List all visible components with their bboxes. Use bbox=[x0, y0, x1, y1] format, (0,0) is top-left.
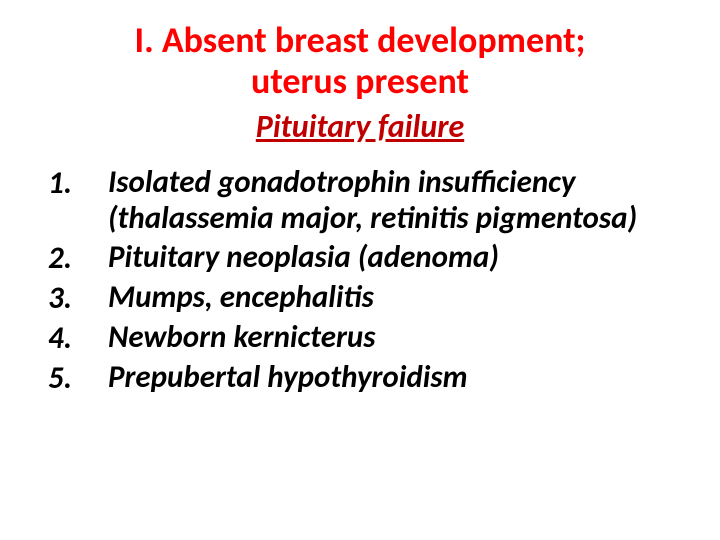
list-text: Mumps, encephalitis bbox=[108, 279, 690, 316]
title-line-1: I. Absent breast development; bbox=[135, 18, 586, 62]
list-number: 4. bbox=[48, 319, 108, 357]
list-text: Pituitary neoplasia (adenoma) bbox=[108, 239, 690, 276]
list-number: 1. bbox=[48, 164, 108, 202]
list-item: 1. Isolated gonadotrophin insufficiency … bbox=[48, 164, 690, 237]
slide-title: I. Absent breast development; uterus pre… bbox=[30, 20, 690, 103]
list-item: 4. Newborn kernicterus bbox=[48, 319, 690, 357]
list-number: 5. bbox=[48, 359, 108, 397]
list-number: 2. bbox=[48, 239, 108, 277]
list-item: 3. Mumps, encephalitis bbox=[48, 279, 690, 317]
list-text: Prepubertal hypothyroidism bbox=[108, 359, 690, 396]
slide-subtitle: Pituitary failure bbox=[30, 107, 690, 146]
list-text: Newborn kernicterus bbox=[108, 319, 690, 356]
list-item: 2. Pituitary neoplasia (adenoma) bbox=[48, 239, 690, 277]
list-number: 3. bbox=[48, 279, 108, 317]
list-text: Isolated gonadotrophin insufficiency (th… bbox=[108, 164, 690, 237]
list-item: 5. Prepubertal hypothyroidism bbox=[48, 359, 690, 397]
numbered-list: 1. Isolated gonadotrophin insufficiency … bbox=[30, 164, 690, 397]
title-line-2: uterus present bbox=[251, 59, 469, 103]
